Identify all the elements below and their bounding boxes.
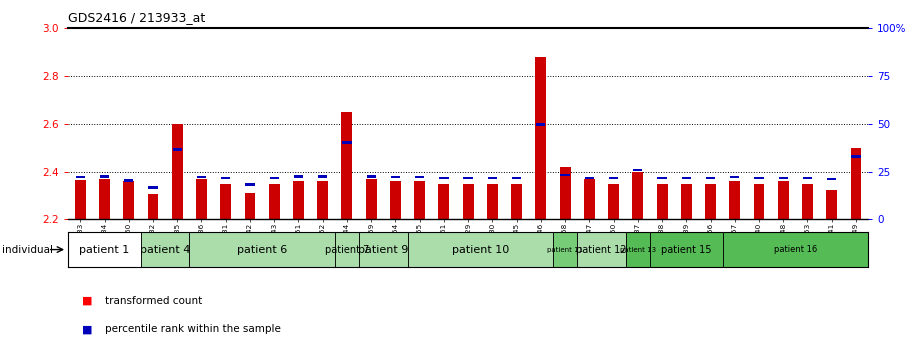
Text: individual: individual	[2, 245, 53, 255]
Bar	[682, 177, 691, 179]
Bar	[706, 177, 715, 179]
Bar	[625, 232, 650, 267]
Text: GDS2416 / 213933_at: GDS2416 / 213933_at	[68, 11, 205, 24]
Bar	[650, 232, 723, 267]
Bar	[245, 193, 255, 219]
Bar	[730, 176, 739, 178]
Text: patient 1: patient 1	[79, 245, 130, 255]
Bar	[269, 184, 280, 219]
Bar	[608, 184, 619, 219]
Text: ■: ■	[82, 324, 93, 334]
Bar	[172, 124, 183, 219]
Bar	[197, 176, 206, 178]
Bar	[803, 177, 812, 179]
Bar	[293, 181, 304, 219]
Bar	[173, 148, 182, 151]
Bar	[577, 232, 625, 267]
Bar	[148, 186, 157, 189]
Bar	[779, 177, 788, 179]
Bar	[99, 179, 110, 219]
Bar	[609, 177, 618, 179]
Bar	[415, 181, 425, 219]
Bar	[826, 190, 837, 219]
Bar	[439, 177, 448, 179]
Bar	[343, 141, 352, 144]
Bar	[189, 232, 335, 267]
Bar	[754, 184, 764, 219]
Bar	[366, 175, 375, 178]
Bar	[634, 169, 643, 171]
Bar	[584, 177, 594, 179]
Bar	[488, 177, 497, 179]
Bar	[124, 181, 135, 219]
Text: patient 10: patient 10	[452, 245, 509, 255]
Bar	[125, 179, 134, 182]
Bar	[415, 176, 425, 178]
Bar	[487, 184, 498, 219]
Bar	[270, 177, 279, 179]
Text: patient 4: patient 4	[140, 245, 190, 255]
Bar	[438, 184, 449, 219]
Bar	[723, 232, 868, 267]
Bar	[68, 232, 141, 267]
Bar	[656, 184, 667, 219]
Bar	[657, 177, 666, 179]
Bar	[584, 179, 594, 219]
Bar	[317, 181, 328, 219]
Text: patient 7: patient 7	[325, 245, 369, 255]
Text: patient 6: patient 6	[237, 245, 287, 255]
Bar	[342, 112, 353, 219]
Bar	[100, 175, 109, 178]
Bar	[560, 167, 571, 219]
Bar	[561, 174, 570, 176]
Bar	[852, 155, 861, 158]
Bar	[365, 179, 376, 219]
Bar	[705, 184, 716, 219]
Bar	[359, 232, 407, 267]
Bar	[802, 184, 813, 219]
Bar	[754, 177, 764, 179]
Text: patient 13: patient 13	[620, 247, 656, 252]
Bar	[729, 181, 740, 219]
Text: patient 15: patient 15	[661, 245, 712, 255]
Bar	[553, 232, 577, 267]
Text: patient 9: patient 9	[358, 245, 408, 255]
Bar	[245, 183, 255, 186]
Bar	[407, 232, 553, 267]
Text: transformed count: transformed count	[105, 296, 202, 306]
Bar	[318, 175, 327, 178]
Bar	[464, 177, 473, 179]
Bar	[75, 176, 85, 178]
Bar	[391, 176, 400, 178]
Bar	[633, 172, 644, 219]
Text: percentile rank within the sample: percentile rank within the sample	[105, 324, 280, 334]
Bar	[827, 178, 836, 180]
Bar	[681, 184, 692, 219]
Bar	[221, 177, 230, 179]
Bar	[75, 180, 85, 219]
Bar	[463, 184, 474, 219]
Text: ■: ■	[82, 296, 93, 306]
Bar	[512, 177, 521, 179]
Bar	[220, 184, 231, 219]
Bar	[335, 232, 359, 267]
Bar	[851, 148, 862, 219]
Bar	[390, 181, 401, 219]
Bar	[536, 124, 545, 126]
Text: patient 11: patient 11	[547, 247, 584, 252]
Bar	[511, 184, 522, 219]
Bar	[294, 175, 303, 178]
Bar	[535, 57, 546, 219]
Bar	[196, 179, 207, 219]
Bar	[778, 181, 789, 219]
Text: patient 16: patient 16	[774, 245, 817, 254]
Bar	[141, 232, 189, 267]
Bar	[147, 194, 158, 219]
Text: patient 12: patient 12	[576, 245, 626, 255]
